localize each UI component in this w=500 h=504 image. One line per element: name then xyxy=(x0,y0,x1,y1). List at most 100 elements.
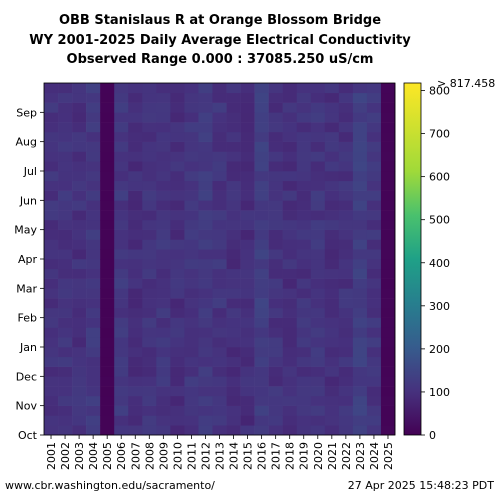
heatmap-cell xyxy=(156,161,171,172)
heatmap-cell xyxy=(128,161,143,172)
heatmap-cell xyxy=(142,112,157,123)
heatmap-cell xyxy=(100,141,115,152)
heatmap-cell xyxy=(72,268,87,279)
heatmap-cell xyxy=(380,425,396,436)
heatmap-cell xyxy=(198,141,213,152)
heatmap-cell xyxy=(212,307,227,318)
x-tick-label: 2019 xyxy=(298,442,311,470)
y-tick-label: Jun xyxy=(19,194,37,207)
heatmap-cell xyxy=(352,112,368,123)
colorbar-ticks: 0 100 200 300 400 500 600 700 800 xyxy=(421,85,450,442)
heatmap-cell xyxy=(254,425,269,436)
heatmap-cell xyxy=(100,317,115,328)
heatmap-cell xyxy=(352,92,368,103)
heatmap-cell xyxy=(282,210,298,221)
heatmap-cell xyxy=(86,200,101,211)
heatmap-cell xyxy=(324,366,340,377)
heatmap-cell xyxy=(282,122,298,133)
y-tick-label: May xyxy=(14,224,37,237)
heatmap-cell xyxy=(184,298,199,309)
heatmap-cell xyxy=(72,395,87,406)
heatmap-cell xyxy=(296,259,312,270)
heatmap-cell xyxy=(100,112,115,123)
heatmap-cell xyxy=(212,171,227,182)
heatmap-cell xyxy=(58,347,73,358)
heatmap-cell xyxy=(128,151,143,162)
heatmap-cell xyxy=(198,395,213,406)
heatmap-cell xyxy=(212,405,227,416)
heatmap-cell xyxy=(58,239,73,250)
heatmap-cell xyxy=(58,425,73,436)
heatmap-cell xyxy=(240,239,255,250)
heatmap-cell xyxy=(198,210,213,221)
heatmap-cell xyxy=(184,92,199,103)
heatmap-cell xyxy=(170,210,185,221)
heatmap-cell xyxy=(44,415,59,426)
heatmap-cell xyxy=(44,356,59,367)
heatmap-cell xyxy=(86,180,101,191)
heatmap-cell xyxy=(170,102,185,113)
heatmap-cell xyxy=(324,415,340,426)
heatmap-cell xyxy=(184,151,199,162)
heatmap-cell xyxy=(100,229,115,240)
heatmap-cell xyxy=(72,131,87,142)
heatmap-cell xyxy=(282,288,298,299)
heatmap-cell xyxy=(240,347,255,358)
title-line-1: OBB Stanislaus R at Orange Blossom Bridg… xyxy=(59,13,381,28)
heatmap-cell xyxy=(198,376,213,387)
heatmap-cell xyxy=(268,278,283,289)
heatmap-cell xyxy=(72,190,87,201)
heatmap-cell xyxy=(114,347,129,358)
heatmap-cell xyxy=(226,122,241,133)
heatmap-cell xyxy=(128,376,143,387)
heatmap-cell xyxy=(170,83,185,94)
heatmap-cell xyxy=(184,131,199,142)
heatmap-cell xyxy=(226,337,241,348)
heatmap-cell xyxy=(226,92,241,103)
heatmap-cell xyxy=(58,141,73,152)
heatmap-cell xyxy=(226,131,241,142)
heatmap-cell xyxy=(240,395,255,406)
heatmap-cell xyxy=(282,200,298,211)
heatmap-cell xyxy=(254,219,269,230)
heatmap-cell xyxy=(142,327,157,338)
heatmap-cell xyxy=(100,405,115,416)
heatmap-cell xyxy=(240,337,255,348)
heatmap-cell xyxy=(198,366,213,377)
heatmap-cell xyxy=(226,210,241,221)
heatmap-cell xyxy=(240,268,255,279)
x-tick-label: 2012 xyxy=(199,442,212,470)
heatmap-cell xyxy=(296,288,312,299)
heatmap-cell xyxy=(282,239,298,250)
heatmap-cell xyxy=(254,190,269,201)
heatmap-cell xyxy=(198,327,213,338)
heatmap-cell xyxy=(352,268,368,279)
heatmap-cell xyxy=(338,356,354,367)
heatmap-cell xyxy=(128,405,143,416)
colorbar-tick-label: 100 xyxy=(429,386,450,399)
heatmap-cell xyxy=(366,376,382,387)
heatmap-cell xyxy=(100,200,115,211)
heatmap-cell xyxy=(226,180,241,191)
heatmap-cell xyxy=(324,210,340,221)
heatmap-cell xyxy=(324,395,340,406)
heatmap-cell xyxy=(324,307,340,318)
heatmap-cell xyxy=(338,395,354,406)
heatmap-cell xyxy=(72,239,87,250)
heatmap-cell xyxy=(142,161,157,172)
heatmap-cell xyxy=(212,347,227,358)
heatmap-cell xyxy=(44,268,59,279)
heatmap-cell xyxy=(282,180,298,191)
heatmap-cell xyxy=(240,376,255,387)
heatmap-cell xyxy=(212,268,227,279)
heatmap-cell xyxy=(128,366,143,377)
heatmap-cell xyxy=(114,200,129,211)
heatmap-cell xyxy=(352,102,368,113)
heatmap-cell xyxy=(338,249,354,260)
heatmap-cell xyxy=(310,327,326,338)
x-tick-label: 2002 xyxy=(59,442,72,470)
y-tick-label: Mar xyxy=(16,282,37,295)
heatmap-cell xyxy=(212,112,227,123)
heatmap-cell xyxy=(72,376,87,387)
heatmap-cell xyxy=(100,415,115,426)
